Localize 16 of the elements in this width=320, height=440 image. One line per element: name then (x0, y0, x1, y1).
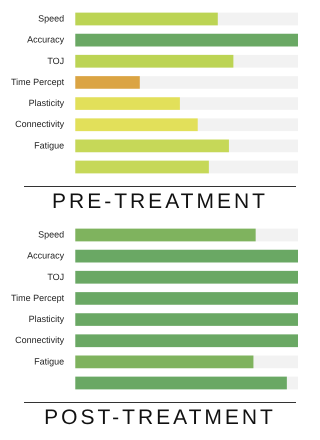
y-tick-label: Accuracy (27, 250, 65, 261)
y-tick-label: TOJ (47, 56, 64, 66)
y-tick-label: Speed (38, 229, 64, 240)
y-tick-label: Plasticity (28, 314, 65, 324)
y-tick-label: Connectivity (15, 119, 65, 130)
y-tick-label: Speed (38, 13, 64, 24)
y-tick-label: Time Percept (10, 292, 65, 303)
y-tick-label: Fatigue (34, 140, 64, 150)
text: POST-TREATMENT (24, 402, 296, 432)
y-tick-label: Accuracy (27, 34, 65, 45)
y-tick-label: Connectivity (15, 335, 65, 346)
y-tick-label: Time Percept (10, 76, 65, 87)
text: PRE-TREATMENT (24, 186, 296, 216)
y-tick-label: Plasticity (28, 98, 65, 108)
y-tick-label: Fatigue (34, 356, 64, 366)
y-tick-label: TOJ (47, 272, 64, 282)
